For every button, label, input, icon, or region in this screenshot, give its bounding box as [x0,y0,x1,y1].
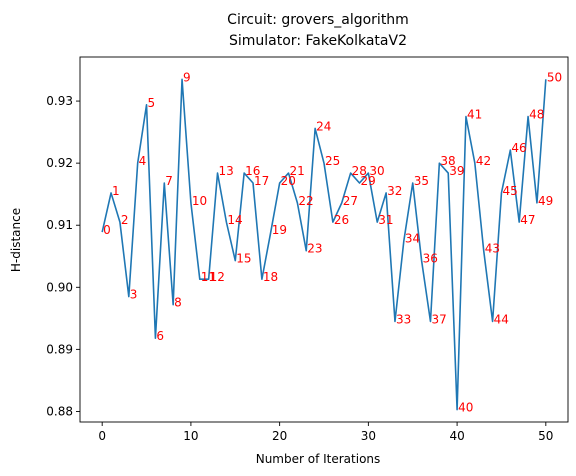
y-tick-label: 0.88 [46,404,73,418]
plot-frame [79,56,569,423]
point-label: 23 [307,242,322,256]
x-tick-label: 0 [98,429,106,443]
point-label: 30 [369,164,384,178]
point-label: 19 [272,223,287,237]
point-label: 40 [458,401,473,415]
point-label: 50 [547,70,562,84]
point-label: 27 [343,194,358,208]
point-label: 35 [414,174,429,188]
point-label: 20 [281,174,296,188]
point-label: 44 [494,312,509,326]
point-label: 26 [334,213,349,227]
point-label: 42 [476,154,491,168]
point-label: 32 [387,184,402,198]
point-label: 7 [165,174,173,188]
point-label: 24 [316,119,331,133]
point-label: 29 [360,174,375,188]
point-label: 49 [538,194,553,208]
point-label: 11 [201,270,216,284]
point-label: 33 [396,312,411,326]
point-label: 8 [174,296,182,310]
x-tick-label: 10 [183,429,198,443]
chart-title: Circuit: grovers_algorithm [227,12,409,28]
point-label: 0 [103,223,111,237]
x-tick-label: 50 [538,429,553,443]
x-tick-label: 30 [361,429,376,443]
y-tick-label: 0.90 [46,280,73,294]
point-label: 15 [236,252,251,266]
plot-area: 0123456789101112131415161718192021222324… [101,70,562,415]
point-label: 45 [502,184,517,198]
x-axis: 0 10 20 30 40 50 [98,422,553,443]
point-label: 6 [156,329,164,343]
point-label: 41 [467,108,482,122]
point-label: 14 [227,213,242,227]
y-tick-label: 0.91 [46,218,73,232]
point-label: 2 [121,213,129,227]
point-label: 18 [263,270,278,284]
point-label: 1 [112,184,120,198]
y-tick-label: 0.89 [46,342,73,356]
point-label: 43 [485,242,500,256]
y-axis: 0.88 0.89 0.90 0.91 0.92 0.93 [46,94,80,418]
chart-subtitle: Simulator: FakeKolkataV2 [229,33,407,49]
point-label: 13 [219,164,234,178]
point-label: 3 [130,288,138,302]
point-label: 4 [139,154,147,168]
point-label: 34 [405,232,420,246]
point-label: 10 [192,194,207,208]
point-label: 47 [520,213,535,227]
x-tick-label: 40 [449,429,464,443]
point-label: 5 [148,96,156,110]
point-label: 16 [245,164,260,178]
point-label: 25 [325,154,340,168]
point-label: 22 [298,194,313,208]
y-tick-label: 0.92 [46,156,73,170]
y-axis-label: H-distance [9,208,23,272]
point-label: 38 [440,154,455,168]
point-label: 21 [290,164,305,178]
point-label: 9 [183,70,191,84]
point-label: 31 [378,213,393,227]
point-label: 37 [431,312,446,326]
point-label: 36 [423,252,438,266]
x-tick-label: 20 [272,429,287,443]
y-tick-label: 0.93 [46,94,73,108]
point-label: 39 [449,164,464,178]
point-label: 12 [210,270,225,284]
point-label: 17 [254,174,269,188]
series-line [101,78,547,411]
x-axis-label: Number of Iterations [256,452,381,466]
point-label: 46 [511,141,526,155]
point-label: 28 [352,164,367,178]
point-label: 48 [529,108,544,122]
